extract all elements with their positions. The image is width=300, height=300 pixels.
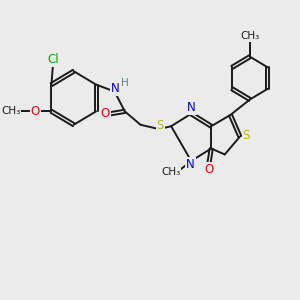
Text: H: H xyxy=(121,78,129,88)
Text: S: S xyxy=(242,129,250,142)
Text: O: O xyxy=(100,107,110,120)
Text: CH₃: CH₃ xyxy=(161,167,180,177)
Text: Cl: Cl xyxy=(47,53,59,66)
Text: CH₃: CH₃ xyxy=(240,31,260,41)
Text: N: N xyxy=(111,82,120,95)
Text: S: S xyxy=(157,119,164,132)
Text: O: O xyxy=(31,105,40,118)
Text: N: N xyxy=(187,101,196,114)
Text: O: O xyxy=(204,164,214,176)
Text: CH₃: CH₃ xyxy=(1,106,20,116)
Text: N: N xyxy=(186,158,195,171)
